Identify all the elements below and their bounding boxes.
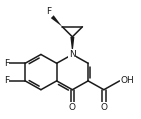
Text: F: F bbox=[47, 7, 52, 16]
Polygon shape bbox=[51, 15, 62, 27]
Text: O: O bbox=[100, 103, 107, 112]
Polygon shape bbox=[70, 37, 74, 55]
Text: O: O bbox=[69, 103, 76, 112]
Text: F: F bbox=[4, 59, 9, 68]
Text: OH: OH bbox=[120, 76, 134, 85]
Text: N: N bbox=[69, 50, 76, 59]
Text: F: F bbox=[4, 76, 9, 85]
